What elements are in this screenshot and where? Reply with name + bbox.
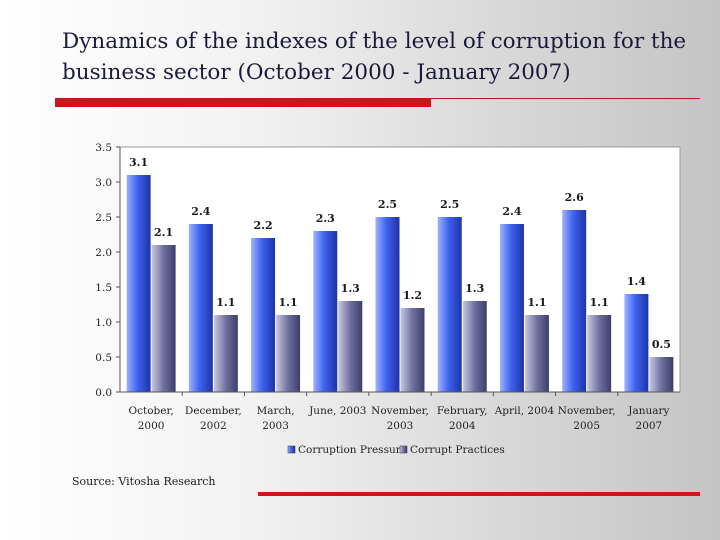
y-tick-label: 0.5 (95, 352, 112, 364)
x-tick-label: 2007 (636, 420, 663, 432)
x-tick-label: June, 2003 (308, 405, 366, 417)
bar-corruption-pressure (188, 224, 213, 392)
data-label: 2.1 (154, 226, 173, 239)
bar-corrupt-practices (587, 315, 612, 392)
data-label: 2.4 (502, 205, 521, 218)
x-tick-label: January (627, 405, 669, 417)
bars (126, 175, 674, 392)
data-label: 1.3 (341, 282, 360, 295)
x-tick-label: October, (129, 405, 174, 417)
x-tick-label: December, (185, 405, 242, 417)
bar-corruption-pressure (624, 294, 649, 392)
bar-corruption-pressure (562, 210, 587, 392)
bar-corrupt-practices (649, 357, 674, 392)
data-labels: 3.1 2.1 2.4 1.1 2.2 1.1 2.3 1.3 2.5 1.2 2.5 1.3 2.4 1… (129, 156, 671, 351)
bar-corruption-pressure (437, 217, 462, 392)
y-tick-label: 1.0 (95, 317, 112, 329)
x-tick-label: 2004 (449, 420, 476, 432)
bar-corruption-pressure (313, 231, 338, 392)
x-tick-label: November, (558, 405, 616, 417)
legend-label: Corrupt Practices (410, 444, 505, 456)
bar-corrupt-practices (338, 301, 363, 392)
plot-background (119, 146, 681, 393)
data-label: 2.6 (565, 191, 584, 204)
data-label: 2.4 (191, 205, 210, 218)
data-label: 2.3 (316, 212, 335, 225)
legend-swatch-practices (399, 445, 408, 454)
data-label: 2.5 (378, 198, 397, 211)
y-tick-label: 3.0 (95, 177, 112, 189)
data-label: 1.4 (627, 275, 646, 288)
plot-area (119, 146, 681, 393)
x-tick-label: 2003 (262, 420, 289, 432)
bar-corrupt-practices (276, 315, 301, 392)
data-label: 1.2 (403, 289, 422, 302)
data-label: 2.5 (440, 198, 459, 211)
data-label: 1.1 (278, 296, 297, 309)
data-label: 3.1 (129, 156, 148, 169)
bar-corruption-pressure (499, 224, 524, 392)
data-label: 0.5 (652, 338, 671, 351)
x-tick-label: April, 2004 (494, 405, 555, 417)
data-label: 2.2 (253, 219, 272, 232)
data-label: 1.1 (590, 296, 609, 309)
data-label: 1.3 (465, 282, 484, 295)
bar-corrupt-practices (213, 315, 238, 392)
x-tick-label: 2000 (138, 420, 165, 432)
bar-corrupt-practices (524, 315, 549, 392)
bottom-rule (258, 492, 700, 496)
bar-corruption-pressure (126, 175, 151, 392)
bar-corrupt-practices (151, 245, 176, 392)
y-tick-label: 2.5 (95, 212, 112, 224)
data-label: 1.1 (216, 296, 235, 309)
bar-corruption-pressure (375, 217, 400, 392)
x-tick-label: 2002 (200, 420, 227, 432)
y-tick-label: 0.0 (95, 387, 112, 399)
x-tick-label: 2003 (387, 420, 414, 432)
bar-corrupt-practices (462, 301, 487, 392)
x-tick-label: March, (257, 405, 295, 417)
slide-title: Dynamics of the indexes of the level of … (62, 29, 687, 85)
y-tick-label: 3.5 (95, 142, 112, 154)
legend-label: Corruption Pressure (298, 444, 407, 456)
y-tick-label: 2.0 (95, 247, 112, 259)
legend: Corruption Pressure Corrupt Practices (287, 444, 505, 456)
title-rule-thick (55, 99, 431, 107)
x-axis: October, 2000 December, 2002 March, 2003 June,… (120, 391, 680, 432)
source-note: Source: Vitosha Research (72, 475, 216, 488)
y-tick-label: 1.5 (95, 282, 112, 294)
x-tick-label: 2005 (573, 420, 600, 432)
x-tick-label: November, (371, 405, 429, 417)
bar-corrupt-practices (400, 308, 425, 392)
data-label: 1.1 (527, 296, 546, 309)
y-axis: 0.0 0.5 1.0 1.5 2.0 2.5 3.0 3.5 (95, 142, 121, 399)
x-tick-label: February, (437, 405, 488, 417)
title-rule-thin (55, 98, 700, 99)
bar-corruption-pressure (251, 238, 276, 392)
legend-swatch-pressure (287, 445, 296, 454)
